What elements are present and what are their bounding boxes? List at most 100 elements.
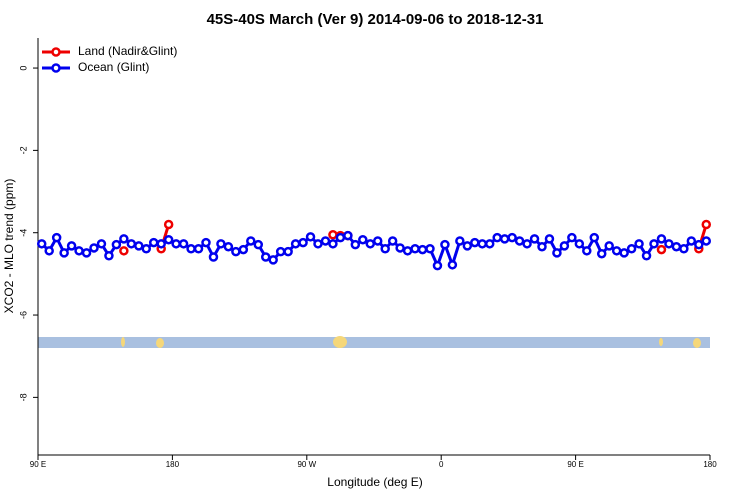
point [111, 239, 122, 250]
point [81, 248, 92, 258]
surface-strip [38, 336, 710, 348]
point [275, 246, 286, 257]
x-tick-label: 90 E [567, 460, 583, 469]
point [36, 239, 47, 249]
point [305, 232, 316, 242]
point [462, 241, 473, 251]
point [290, 239, 301, 249]
point [656, 244, 667, 255]
y-tick-label: -2 [18, 146, 28, 154]
point [544, 234, 555, 244]
point [656, 234, 667, 244]
point [66, 241, 77, 251]
point [343, 230, 353, 241]
x-tick-label: 180 [703, 460, 717, 469]
point [552, 248, 562, 258]
point [686, 236, 697, 246]
point [260, 252, 271, 262]
point [470, 237, 480, 248]
y-tick-label: -8 [18, 393, 28, 401]
point [611, 246, 622, 256]
point [432, 260, 443, 271]
y-tick-label: -4 [18, 229, 28, 237]
point [141, 244, 152, 254]
x-tick-label: 90 W [297, 460, 316, 469]
point [380, 244, 390, 254]
point [537, 241, 547, 252]
point [596, 248, 607, 259]
point [89, 243, 99, 253]
point [126, 239, 137, 249]
point [425, 244, 435, 254]
point [223, 241, 234, 252]
point [574, 239, 585, 249]
point [96, 239, 107, 249]
point [567, 232, 577, 243]
point [410, 244, 420, 254]
point [119, 246, 129, 256]
chart-title: 45S-40S March (Ver 9) 2014-09-06 to 2018… [207, 11, 544, 28]
legend-label: Land (Nadir&Glint) [78, 44, 177, 58]
point [298, 237, 308, 248]
x-tick-label: 90 E [30, 460, 46, 469]
legend-label: Ocean (Glint) [78, 60, 149, 74]
point [156, 239, 166, 249]
point [529, 234, 540, 244]
point [208, 252, 219, 262]
point [253, 239, 264, 250]
point [163, 234, 174, 245]
point [365, 239, 376, 249]
point [395, 243, 405, 253]
point [231, 246, 241, 257]
point [59, 248, 69, 258]
point [201, 237, 211, 248]
point [589, 232, 600, 243]
point [134, 241, 144, 251]
point [148, 237, 159, 248]
point [679, 244, 689, 254]
y-tick-label: -6 [18, 311, 28, 319]
point [193, 244, 204, 254]
point [328, 239, 338, 249]
point [44, 246, 54, 256]
point [649, 239, 659, 249]
x-tick-label: 0 [439, 460, 444, 469]
point [664, 239, 674, 249]
point [163, 219, 174, 230]
point [492, 232, 502, 243]
x-tick-label: 180 [166, 460, 180, 469]
point [477, 239, 488, 249]
y-axis-label: XCO2 - MLO trend (ppm) [2, 179, 16, 314]
point [522, 239, 532, 249]
point [350, 239, 361, 250]
point [171, 239, 181, 249]
point [238, 244, 249, 255]
point [440, 239, 450, 250]
point [268, 255, 278, 265]
point [604, 241, 614, 251]
point [358, 234, 368, 245]
point [216, 239, 226, 249]
point [313, 239, 323, 249]
point [641, 251, 652, 261]
point [447, 260, 458, 270]
point [246, 236, 256, 246]
point [455, 236, 465, 246]
point [178, 239, 189, 249]
point [402, 246, 413, 256]
point [499, 234, 510, 244]
point [51, 232, 62, 243]
point [119, 234, 129, 244]
point [619, 248, 629, 258]
point [372, 236, 383, 246]
point [417, 244, 428, 255]
point [320, 236, 331, 246]
point [701, 236, 712, 246]
point [694, 239, 704, 250]
legend-marker [51, 47, 61, 57]
point [507, 232, 517, 243]
point [626, 244, 637, 254]
legend-marker [51, 63, 61, 73]
point [559, 241, 570, 251]
